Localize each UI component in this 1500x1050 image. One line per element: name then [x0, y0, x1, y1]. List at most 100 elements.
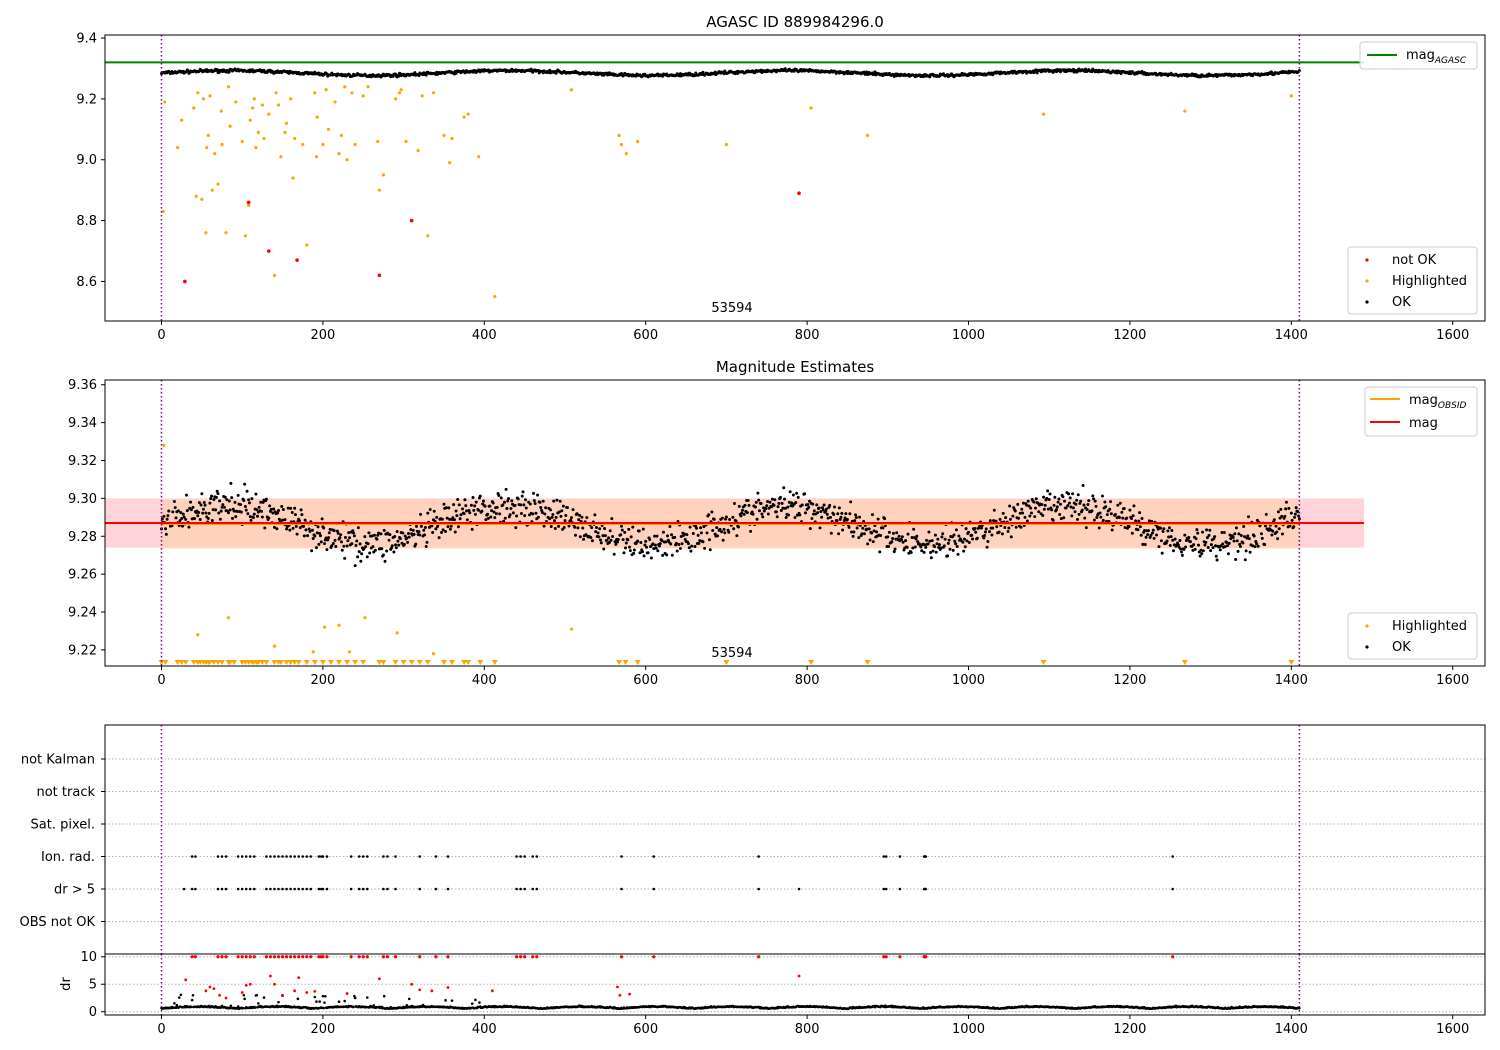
not-ok-point: [409, 218, 414, 223]
ok-point: [432, 509, 436, 513]
highlighted-point: [200, 197, 204, 201]
ok-point: [961, 540, 965, 544]
highlighted-point: [617, 133, 621, 138]
ok-point: [911, 546, 915, 550]
highlighted-point: [252, 97, 256, 101]
ok-point: [925, 538, 929, 542]
dr-point: [242, 993, 246, 997]
dr-capped-point: [325, 955, 329, 959]
highlighted-point: [305, 243, 309, 247]
ok-point: [1151, 531, 1155, 535]
panel-1-legend-bottom[interactable]: not OK Highlighted OK: [1347, 246, 1478, 315]
ok-point: [272, 525, 276, 529]
ok-point: [886, 535, 890, 539]
ok-point: [449, 524, 453, 528]
ok-point: [201, 507, 205, 511]
highlighted-point: [210, 188, 214, 192]
ok-point: [867, 527, 871, 531]
ok-point: [246, 512, 250, 516]
ok-point: [185, 493, 189, 497]
ok-point: [502, 519, 506, 523]
ok-point: [1130, 517, 1134, 521]
highlighted-point: [324, 88, 328, 92]
ok-point: [366, 542, 370, 546]
flag-point: [446, 855, 450, 858]
ok-point: [395, 529, 399, 533]
ok-point: [732, 527, 736, 531]
ok-point: [765, 504, 769, 508]
off-scale-marker: [360, 660, 367, 665]
flag-point: [519, 887, 522, 891]
highlighted-point: [724, 142, 729, 147]
ok-point: [251, 516, 255, 520]
ok-point: [1284, 507, 1288, 511]
ok-point: [302, 534, 306, 538]
flag-point: [361, 887, 365, 891]
ok-point: [227, 70, 231, 74]
category-label: not Kalman: [21, 753, 95, 768]
ok-point: [473, 512, 477, 516]
ok-point: [660, 539, 664, 543]
ok-point: [478, 494, 482, 498]
ok-point: [975, 536, 979, 540]
ok-point: [356, 526, 360, 530]
highlighted-point: [466, 112, 470, 116]
ok-point: [549, 524, 553, 528]
ok-point: [1068, 496, 1072, 500]
panel-2-legend-bottom[interactable]: Highlighted OK: [1347, 612, 1478, 660]
ok-point: [661, 553, 665, 557]
ok-point: [564, 513, 568, 517]
dr-capped-point: [898, 955, 902, 959]
flag-point: [281, 855, 284, 858]
highlighted-point: [267, 112, 271, 116]
ok-point: [1194, 537, 1198, 541]
flag-point: [236, 887, 240, 891]
ok-point: [1000, 532, 1004, 536]
ok-point: [1238, 545, 1242, 549]
dr-high-point: [244, 983, 248, 987]
ok-point: [1180, 553, 1184, 557]
ok-point: [226, 511, 230, 515]
ok-point: [811, 502, 815, 506]
dr-point: [405, 1003, 409, 1007]
ok-point: [1123, 525, 1127, 529]
highlighted-point: [333, 100, 337, 104]
dr-capped-point: [244, 955, 248, 959]
ok-point: [1289, 511, 1293, 515]
ok-point: [1152, 536, 1156, 540]
ok-point: [1180, 550, 1184, 554]
highlighted-point: [426, 234, 430, 238]
ok-point: [1218, 548, 1222, 552]
dr-capped-point: [236, 955, 240, 959]
flag-point: [293, 855, 296, 858]
ok-point: [459, 513, 463, 517]
flag-point: [309, 887, 313, 891]
ok-point: [406, 540, 410, 544]
ok-point: [783, 67, 787, 71]
ok-point: [506, 499, 510, 503]
dr-high-point: [208, 985, 212, 989]
flag-point: [301, 887, 305, 891]
off-scale-marker: [622, 660, 629, 665]
ok-point: [1209, 549, 1213, 553]
ok-point: [1125, 516, 1129, 520]
off-scale-marker: [206, 660, 213, 665]
ok-point: [1264, 512, 1268, 516]
ok-point: [759, 502, 763, 506]
ok-point: [472, 508, 476, 512]
ok-point: [368, 551, 372, 555]
highlighted-point: [276, 103, 281, 107]
ok-point: [234, 515, 238, 519]
ok-point: [849, 530, 853, 534]
panel-1-legend-top[interactable]: magAGASC: [1359, 41, 1478, 70]
ok-point: [983, 533, 987, 537]
panel-2-legend-top[interactable]: magOBSID mag: [1364, 386, 1478, 437]
ok-point: [610, 517, 614, 521]
ok-point: [641, 527, 645, 531]
ok-point: [582, 537, 586, 541]
ok-point: [965, 539, 969, 543]
ok-point: [225, 498, 229, 502]
ok-point: [1139, 533, 1143, 537]
ok-point: [611, 534, 615, 538]
ok-point: [1048, 492, 1052, 496]
